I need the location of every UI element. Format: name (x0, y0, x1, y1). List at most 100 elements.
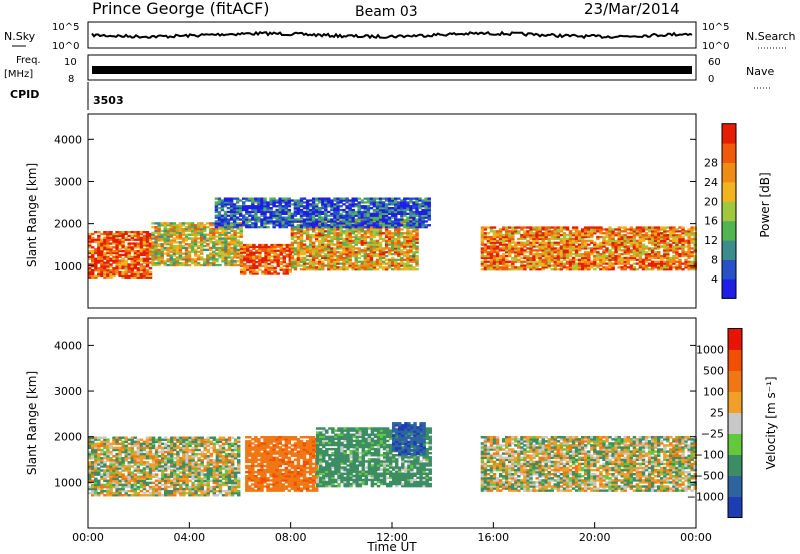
velocity-cell (88, 481, 92, 485)
velocity-cell (145, 461, 150, 464)
power-cell (242, 220, 246, 223)
power-cell (218, 241, 222, 244)
power-cell (333, 268, 337, 271)
power-cell (115, 272, 119, 276)
power-cell (480, 260, 485, 263)
velocity-cell (136, 467, 141, 470)
power-cell (278, 216, 282, 219)
power-cell (391, 256, 395, 260)
power-cell (224, 237, 228, 240)
power-cell (296, 262, 301, 265)
power-cell (394, 232, 398, 235)
power-cell (258, 259, 262, 262)
power-cell (257, 199, 261, 202)
power-cell (574, 239, 579, 242)
power-cell (369, 251, 374, 254)
power-cell (148, 261, 153, 264)
power-cell (366, 266, 371, 269)
power-cell (133, 231, 138, 234)
power-cell (523, 237, 527, 241)
power-cell (288, 251, 293, 254)
power-cell (311, 224, 316, 227)
power-cell (151, 263, 155, 267)
power-cell (381, 247, 386, 250)
power-cell (526, 258, 530, 261)
power-cell (130, 265, 135, 268)
velocity-cell (133, 491, 138, 495)
power-cell (97, 255, 101, 258)
power-cell (130, 274, 135, 277)
power-cell (163, 248, 167, 251)
power-cell (693, 254, 697, 258)
power-cell (315, 212, 319, 215)
power-cell (538, 247, 542, 250)
power-cell (372, 243, 377, 246)
velocity-cell (88, 471, 92, 474)
power-cell (172, 226, 177, 229)
power-cell (121, 257, 125, 260)
power-cell (678, 254, 682, 258)
power-cell (394, 262, 398, 265)
power-cell (629, 249, 634, 252)
power-cell (133, 253, 138, 257)
power-cell (187, 224, 192, 227)
power-cell (384, 251, 389, 254)
power-cell (333, 230, 337, 233)
power-cell (568, 234, 573, 237)
power-cell (553, 262, 558, 265)
velocity-cell (94, 461, 98, 464)
power-cell (514, 268, 518, 271)
power-cell (384, 239, 389, 242)
power-cell (400, 258, 404, 261)
power-cell (596, 253, 600, 256)
power-cell (148, 234, 153, 238)
power-cell (599, 235, 603, 239)
power-cell (538, 243, 542, 246)
velocity-cell (94, 438, 98, 441)
power-cell (169, 250, 174, 253)
power-cell (315, 249, 319, 252)
velocity-cell (91, 487, 95, 491)
power-cell (151, 250, 155, 253)
power-cell (103, 238, 107, 241)
power-cell (302, 224, 307, 227)
power-cell (127, 234, 131, 238)
power-cell (233, 254, 237, 257)
power-cell (544, 262, 548, 265)
power-cell (647, 258, 652, 261)
power-cell (360, 237, 365, 241)
power-cell (635, 228, 640, 231)
power-cell (97, 240, 101, 243)
power-cell (498, 243, 503, 246)
power-cell (363, 249, 368, 252)
power-cell (212, 233, 216, 236)
power-cell (378, 222, 383, 225)
power-cell (498, 266, 503, 269)
power-cell (245, 226, 249, 229)
power-cell (133, 246, 138, 249)
velocity-cell (127, 485, 131, 489)
power-cell (489, 260, 494, 263)
power-cell (495, 230, 500, 233)
power-cell (544, 260, 548, 263)
power-cell (345, 237, 349, 241)
power-cell (666, 266, 670, 269)
power-cell (663, 245, 667, 248)
power-cell (255, 272, 259, 275)
power-cell (623, 266, 627, 269)
power-cell (424, 212, 428, 215)
power-cell (602, 253, 606, 256)
power-cell (602, 266, 606, 269)
freq-nave-panel: Freq. [MHz] 10 8 60 0 Nave (4, 54, 774, 89)
power-cell (687, 260, 691, 263)
power-cell (348, 256, 352, 260)
power-cell (400, 268, 404, 271)
power-cell (239, 229, 243, 233)
power-cell (366, 224, 371, 227)
power-cell (336, 197, 340, 200)
velocity-cell (145, 463, 150, 466)
velocity-cell (136, 481, 141, 485)
power-cell (130, 261, 135, 264)
power-cell (553, 258, 558, 261)
power-cell (559, 230, 564, 233)
